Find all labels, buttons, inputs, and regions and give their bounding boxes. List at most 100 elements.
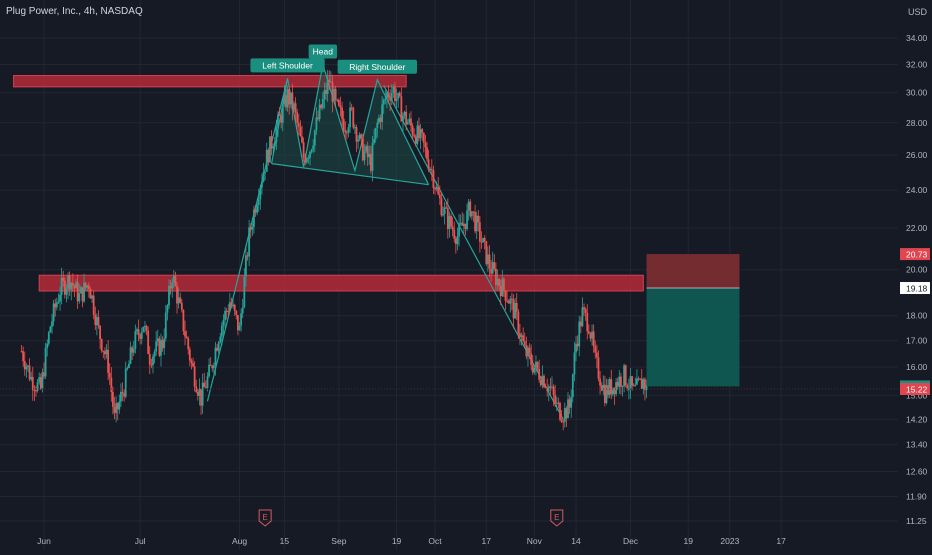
candle-body [95, 317, 98, 325]
stop-loss-zone [646, 254, 740, 289]
price-label-text: 20.73 [906, 250, 928, 260]
candle [41, 368, 44, 393]
candle [438, 185, 441, 205]
candle-body [273, 142, 276, 147]
candle [621, 385, 624, 397]
candle-body [317, 117, 319, 120]
candle [326, 69, 329, 102]
candle-body [87, 285, 90, 289]
candle-body [448, 215, 451, 230]
candle-body [453, 229, 456, 239]
y-axis: 34.00 32.00 30.00 28.00 26.00 24.00 22.00 20.00… [898, 0, 932, 550]
candle [253, 205, 255, 234]
candle-body [515, 302, 518, 312]
candle [454, 235, 457, 254]
candle [349, 101, 351, 133]
chart-title: Plug Power, Inc., 4h, NASDAQ [6, 6, 143, 17]
y-tick-label: 15.00 [906, 390, 928, 400]
candle-body [153, 351, 156, 357]
candle-body [113, 406, 116, 414]
candle [402, 112, 404, 132]
candle [551, 376, 553, 391]
candle [504, 289, 507, 310]
candle [350, 103, 353, 112]
candle-body [201, 382, 204, 406]
candle-body [456, 236, 459, 245]
candle-body [216, 347, 218, 351]
candle [483, 235, 486, 250]
candle-body [49, 326, 52, 333]
candle [67, 272, 69, 300]
trend-line [383, 85, 564, 420]
candle-body [142, 326, 145, 332]
candle-body [632, 385, 635, 387]
candle-body [312, 145, 315, 150]
candle [123, 389, 126, 402]
candle [520, 332, 523, 346]
candle-body [103, 351, 106, 355]
candle [555, 396, 558, 412]
candle [446, 198, 449, 239]
candle [478, 215, 481, 253]
candle-body [608, 379, 611, 395]
candle-body [131, 347, 134, 353]
y-tick-label: 28.00 [906, 118, 928, 128]
candle [355, 124, 358, 153]
candle-body [224, 310, 226, 320]
candle-body [347, 127, 350, 133]
candle [102, 350, 105, 359]
candle-body [55, 302, 58, 308]
candle-body [522, 335, 525, 342]
candle-body [147, 330, 150, 354]
candle [49, 325, 52, 333]
price-label-entry: 19.18 [900, 282, 930, 295]
candle [600, 382, 603, 392]
candle-body [204, 387, 207, 389]
candle-body [544, 386, 547, 388]
candle [237, 315, 239, 336]
price-label-bg [900, 282, 930, 295]
candle [522, 327, 525, 343]
candle-body [554, 395, 557, 404]
candle [192, 357, 194, 368]
candle-body [427, 159, 430, 170]
candle [498, 278, 501, 291]
candle [78, 283, 81, 304]
candle [328, 70, 331, 91]
candle-body [366, 146, 369, 158]
candle-body [102, 350, 105, 352]
candle [83, 273, 85, 303]
candle [245, 246, 247, 287]
candle-body [631, 376, 634, 386]
x-tick-label: 2023 [720, 536, 739, 546]
candle-body [188, 349, 191, 361]
candle [458, 214, 460, 247]
candle-body [490, 268, 492, 274]
candle [353, 124, 356, 134]
candle-body [160, 340, 162, 356]
candle-body [108, 372, 111, 378]
candle [519, 323, 521, 345]
candle-body [565, 408, 568, 419]
candle [408, 113, 411, 125]
candle-body [301, 136, 303, 143]
candle-body [139, 334, 142, 339]
candle [615, 378, 617, 397]
candle-body [57, 301, 60, 303]
candle-body [628, 388, 630, 390]
candle [639, 378, 642, 380]
candle-body [458, 223, 460, 237]
candle-body [171, 282, 174, 289]
candle [153, 349, 156, 364]
candle [443, 202, 446, 225]
candle-body [374, 127, 377, 139]
candle-body [552, 386, 555, 396]
candle [523, 332, 526, 347]
candle [241, 298, 244, 319]
candle-body [547, 386, 550, 391]
candle-body [51, 321, 53, 327]
candle [313, 129, 316, 153]
candle-body [294, 103, 297, 113]
